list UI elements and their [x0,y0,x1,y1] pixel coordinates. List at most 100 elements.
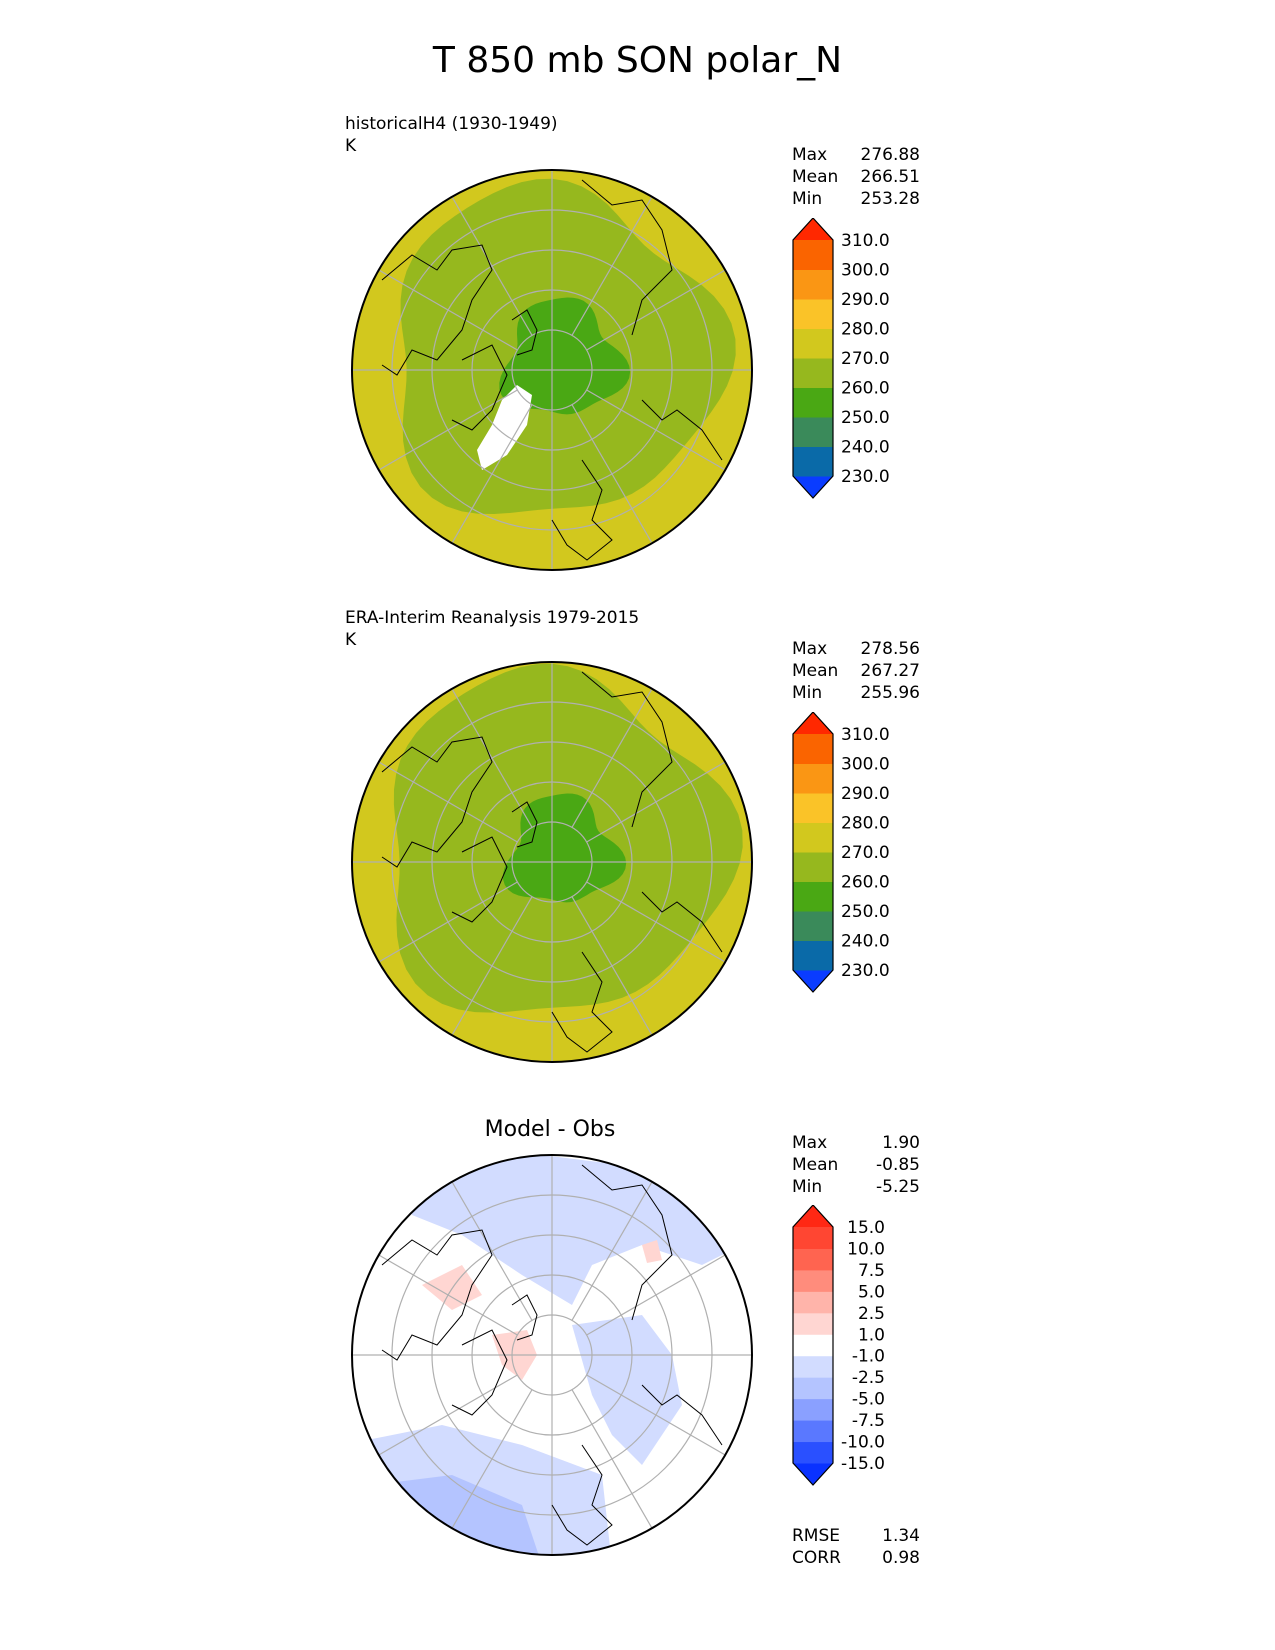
diff-cbar-tick-label: -5.0 [852,1390,885,1410]
obs-meridian [451,896,533,1036]
obs-stat-mean-label: Mean [792,661,839,681]
model-cbar-box [793,358,833,388]
model-cbar-outline [792,218,834,499]
model-map-border [351,169,753,571]
obs-units: K [345,630,357,650]
diff-cbar-tick-label: -15.0 [841,1454,885,1474]
obs-cbar-tick-label: 280.0 [841,814,890,834]
obs-stat-mean-value: 267.27 [860,661,920,681]
obs-cbar-box [793,734,833,764]
model-stat-min-row: Min 253.28 [792,188,920,210]
obs-cbar-outline [792,712,834,993]
diff-metric-rmse-value: 1.34 [882,1526,920,1546]
model-case-name: historicalH4 (1930-1949) [345,114,558,134]
diff-coastline [451,1329,508,1416]
model-cbar-box [793,269,833,300]
diff-meridian [378,1374,518,1456]
diff-map-border [351,1154,753,1556]
model-cbar-box [793,446,833,477]
model-meridian [378,389,518,471]
obs-stat-mean-row: Mean 267.27 [792,660,920,682]
diff-stat-max-label: Max [792,1133,828,1153]
diff-band-neg-1 [402,1155,742,1305]
diff-coastline [641,1384,723,1446]
obs-cbar-box [793,911,833,941]
obs-meridian [378,881,518,963]
obs-cbar-tick-label: 310.0 [841,725,890,745]
model-missing-greenland [477,385,532,470]
obs-meridian [378,761,518,843]
obs-stat-min-label: Min [792,683,823,703]
obs-meridian [451,688,533,828]
diff-cbar-extend-high [793,1205,833,1227]
model-cbar-tick-label: 230.0 [841,467,890,487]
diff-coastline [551,1444,613,1546]
diff-cbar-tick-label: 2.5 [858,1304,885,1324]
diff-coastline [511,1294,538,1341]
obs-coastlines [381,671,723,1053]
diff-cbar-box [793,1377,833,1400]
obs-cbar-tick-label: 230.0 [841,961,890,981]
model-units: K [345,136,357,156]
diff-metric-rmse-row: RMSE 1.34 [792,1525,920,1547]
model-cbar-tick-label: 290.0 [841,290,890,310]
diff-graticule [352,1155,752,1555]
model-cbar-tick-label: 270.0 [841,349,890,369]
figure-title: T 850 mb SON polar_N [432,40,843,81]
diff-cbar-tick-label: -2.5 [852,1368,885,1388]
obs-cbar-box [793,763,833,794]
diff-cbar-tick-label: 10.0 [847,1239,885,1259]
diff-title: Model - Obs [484,1117,616,1142]
obs-stat-max-row: Max 278.56 [792,638,920,660]
obs-stat-min-row: Min 255.96 [792,682,920,704]
obs-meridian [586,881,726,963]
diff-meridian [378,1254,518,1336]
diff-cbar-box [793,1248,833,1271]
diff-meridian [586,1254,726,1336]
model-stat-max-value: 276.88 [860,145,920,165]
obs-cbar-box [793,822,833,853]
model-meridian [451,404,533,544]
diff-cbar-tick-label: -1.0 [852,1347,885,1367]
diff-colorbar: -15.0-10.0-7.5-5.0-2.5-1.01.02.55.07.510… [792,1205,885,1486]
diff-cbar-tick-label: 5.0 [858,1282,885,1302]
diff-stat-max-value: 1.90 [882,1133,920,1153]
model-cbar-tick-label: 240.0 [841,438,890,458]
diff-stat-max-row: Max 1.90 [792,1132,920,1154]
diff-meridian [571,1181,653,1321]
obs-cbar-tick-label: 240.0 [841,932,890,952]
obs-polar-map [351,661,753,1063]
model-coastline [641,399,723,461]
model-meridian [571,404,653,544]
diff-metrics: RMSE 1.34 CORR 0.98 [792,1525,920,1569]
diff-cbar-tick-label: 1.0 [858,1325,885,1345]
model-stat-max-label: Max [792,145,828,165]
obs-meridian [571,896,653,1036]
diff-cbar-box [793,1441,833,1464]
obs-cbar-box [793,852,833,882]
model-cbar-tick-label: 310.0 [841,231,890,251]
diff-metric-corr-row: CORR 0.98 [792,1547,920,1569]
model-coastline [451,344,508,431]
obs-case-name: ERA-Interim Reanalysis 1979-2015 [345,608,640,628]
model-meridian [378,269,518,351]
model-cbar-box [793,417,833,447]
model-stat-mean-label: Mean [792,167,839,187]
diff-stat-mean-row: Mean -0.85 [792,1154,920,1176]
diff-metric-corr-label: CORR [792,1548,841,1568]
model-stat-max-row: Max 276.88 [792,144,920,166]
obs-stats: Max 278.56 Mean 267.27 Min 255.96 [792,638,920,704]
model-stat-min-value: 253.28 [860,189,920,209]
obs-colorbar: 230.0 240.0 250.0 260.0 270.0 280.0 290.0 300.0… [792,712,890,993]
diff-polar-map [351,1154,753,1556]
obs-cbar-box [793,940,833,971]
diff-coastline [581,1164,673,1321]
model-cbar-box [793,328,833,359]
diff-cbar-box [793,1355,833,1378]
diff-stat-min-label: Min [792,1177,823,1197]
obs-cbar-tick-label: 250.0 [841,902,890,922]
model-coastline [511,309,538,356]
diff-cbar-box [793,1398,833,1421]
obs-coastline [511,801,538,848]
model-graticule [352,170,752,570]
